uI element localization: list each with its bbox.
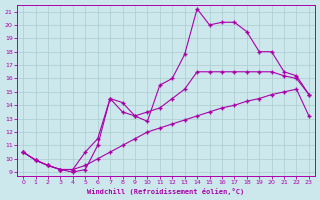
X-axis label: Windchill (Refroidissement éolien,°C): Windchill (Refroidissement éolien,°C): [87, 188, 245, 195]
